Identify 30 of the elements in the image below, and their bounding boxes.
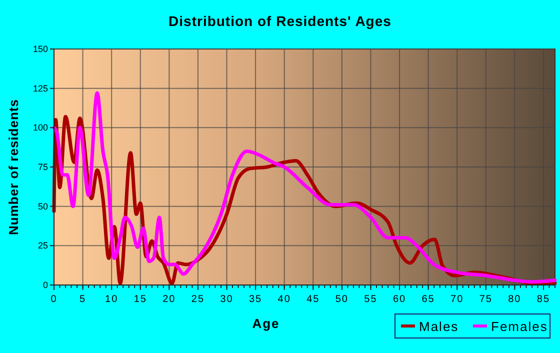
- x-tick-label: 25: [191, 294, 205, 305]
- x-tick-label: 30: [220, 294, 234, 305]
- x-tick-label: 75: [479, 294, 492, 305]
- y-tick-label: 50: [38, 201, 48, 212]
- legend-label: Females: [491, 319, 548, 334]
- x-tick-label: 40: [278, 294, 291, 305]
- y-tick-label: 0: [42, 280, 48, 290]
- x-tick-label: 35: [248, 294, 262, 305]
- chart-title: Distribution of Residents' Ages: [168, 13, 392, 29]
- x-tick-label: 55: [364, 294, 378, 305]
- legend-label: Males: [419, 319, 459, 334]
- x-tick-label: 0: [50, 294, 58, 305]
- x-tick-label: 80: [508, 294, 522, 305]
- x-tick-label: 10: [105, 294, 118, 305]
- x-tick-label: 20: [162, 294, 176, 305]
- y-tick-label: 100: [32, 122, 48, 133]
- y-tick-label: 75: [38, 162, 48, 172]
- y-tick-label: 25: [38, 240, 48, 251]
- x-tick-label: 65: [422, 294, 435, 305]
- y-axis-title: Number of residents: [6, 99, 21, 235]
- x-tick-label: 85: [536, 294, 550, 305]
- x-axis-title: Age: [252, 316, 280, 331]
- y-tick-label: 150: [32, 44, 48, 54]
- x-tick-label: 50: [335, 294, 348, 305]
- x-tick-label: 5: [80, 294, 86, 305]
- x-tick-label: 70: [450, 294, 464, 305]
- x-tick-label: 45: [306, 294, 320, 305]
- y-tick-label: 125: [32, 83, 48, 94]
- x-tick-label: 15: [134, 294, 147, 305]
- x-tick-label: 60: [392, 294, 406, 305]
